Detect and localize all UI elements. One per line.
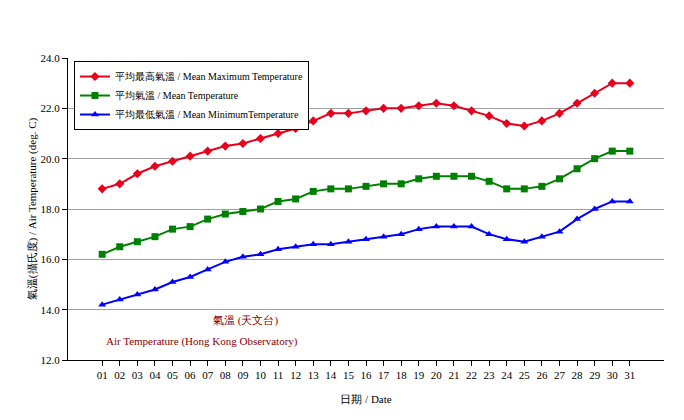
svg-text:Air Temperature (Hong Kong Obs: Air Temperature (Hong Kong Observatory) <box>106 335 298 348</box>
svg-text:15: 15 <box>343 369 355 381</box>
svg-text:19: 19 <box>413 369 425 381</box>
svg-text:28: 28 <box>572 369 584 381</box>
svg-text:26: 26 <box>536 369 548 381</box>
svg-text:16.0: 16.0 <box>41 253 61 265</box>
svg-text:17: 17 <box>378 369 390 381</box>
svg-text:12: 12 <box>290 369 301 381</box>
svg-text:21: 21 <box>448 369 459 381</box>
svg-text:13: 13 <box>308 369 320 381</box>
svg-text:08: 08 <box>220 369 232 381</box>
svg-text:24.0: 24.0 <box>41 52 61 64</box>
svg-text:20: 20 <box>431 369 443 381</box>
svg-text:10: 10 <box>255 369 267 381</box>
svg-text:日期 / Date: 日期 / Date <box>340 393 391 405</box>
svg-text:04: 04 <box>149 369 161 381</box>
svg-text:02: 02 <box>114 369 125 381</box>
svg-text:22.0: 22.0 <box>41 102 61 114</box>
svg-text:07: 07 <box>202 369 214 381</box>
svg-text:09: 09 <box>237 369 249 381</box>
svg-text:平均最低氣溫 / Mean MinimumTemperatu: 平均最低氣溫 / Mean MinimumTemperature <box>115 109 299 120</box>
svg-text:12.0: 12.0 <box>41 354 61 366</box>
svg-text:11: 11 <box>273 369 284 381</box>
svg-text:30: 30 <box>607 369 619 381</box>
svg-text:27: 27 <box>554 369 566 381</box>
svg-text:05: 05 <box>167 369 179 381</box>
svg-text:01: 01 <box>97 369 108 381</box>
svg-text:平均最高氣溫 / Mean Maximum Temperat: 平均最高氣溫 / Mean Maximum Temperature <box>115 71 303 82</box>
svg-text:03: 03 <box>132 369 144 381</box>
svg-text:22: 22 <box>466 369 477 381</box>
svg-text:14: 14 <box>325 369 337 381</box>
svg-text:14.0: 14.0 <box>41 304 61 316</box>
svg-text:18: 18 <box>396 369 408 381</box>
svg-text:16: 16 <box>361 369 373 381</box>
svg-text:24: 24 <box>501 369 512 381</box>
svg-text:29: 29 <box>589 369 601 381</box>
svg-text:06: 06 <box>185 369 197 381</box>
svg-text:18.0: 18.0 <box>41 203 61 215</box>
svg-text:20.0: 20.0 <box>41 153 61 165</box>
svg-text:31: 31 <box>624 369 635 381</box>
svg-text:氣溫(攝氏度) / Air Temperature (deg: 氣溫(攝氏度) / Air Temperature (deg. C) <box>26 118 39 301</box>
svg-text:氣溫 (天文台): 氣溫 (天文台) <box>213 314 278 327</box>
svg-text:23: 23 <box>484 369 496 381</box>
svg-text:25: 25 <box>519 369 531 381</box>
svg-text:平均氣溫 / Mean Temperature: 平均氣溫 / Mean Temperature <box>115 90 239 101</box>
